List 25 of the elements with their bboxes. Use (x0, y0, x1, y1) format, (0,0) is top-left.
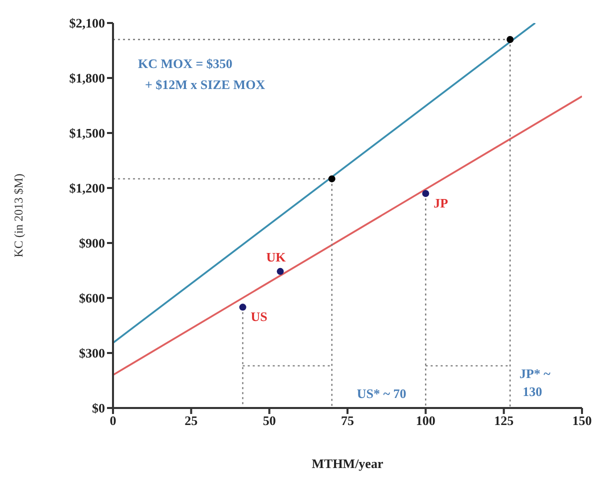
y-tick-label: $0 (92, 400, 105, 416)
annotation: 130 (522, 384, 542, 399)
y-axis-title: KC (in 2013 $M) (11, 174, 26, 258)
annotation: US (250, 309, 268, 324)
y-tick-label: $1,500 (69, 126, 105, 141)
annotation: US* ~ 70 (356, 386, 406, 401)
y-tick-label: $1,800 (69, 70, 105, 86)
x-axis-title: MTHM/year (312, 456, 384, 471)
x-tick-label: 0 (110, 413, 116, 428)
annotation: KC MOX = $350 (138, 56, 232, 71)
x-tick-label: 100 (416, 413, 436, 428)
annotation: JP* ~ (519, 366, 551, 381)
annotation: JP (434, 196, 448, 210)
x-tick-label: 25 (184, 413, 198, 428)
y-tick-label: $900 (79, 236, 105, 251)
x-tick-label: 50 (262, 413, 276, 428)
y-tick-label: $1,200 (69, 180, 105, 196)
y-tick-label: $2,100 (69, 16, 105, 31)
y-tick-label: $300 (79, 346, 105, 361)
annotation: UK (266, 249, 287, 264)
x-tick-label: 75 (341, 413, 354, 428)
x-tick-label: 150 (572, 413, 592, 428)
y-tick-label: $600 (79, 290, 105, 306)
annotation: + $12M x SIZE MOX (145, 77, 266, 92)
x-tick-label: 125 (494, 413, 514, 428)
